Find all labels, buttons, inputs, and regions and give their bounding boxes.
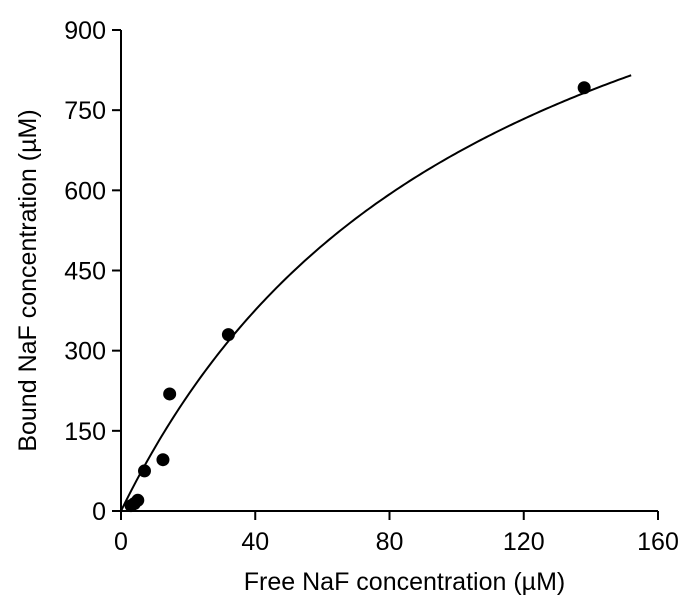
y-tick-label-450: 450 — [64, 258, 106, 286]
y-axis: 0 150 300 450 600 750 900 — [64, 17, 122, 526]
plot-area — [120, 74, 632, 513]
y-tick-label-600: 600 — [64, 177, 106, 205]
x-tick-label-40: 40 — [241, 528, 269, 556]
data-point-5 — [156, 453, 170, 467]
y-tick-label-900: 900 — [64, 17, 106, 45]
y-tick-label-750: 750 — [64, 97, 106, 125]
x-axis: 0 40 80 120 160 — [114, 510, 679, 556]
data-point-6 — [163, 387, 177, 401]
x-tick-label-120: 120 — [503, 528, 545, 556]
data-point-7 — [221, 328, 235, 342]
x-tick-label-80: 80 — [376, 528, 404, 556]
data-point-3 — [131, 493, 145, 507]
y-tick-label-300: 300 — [64, 338, 106, 366]
data-point-4 — [137, 464, 151, 478]
x-tick-label-160: 160 — [637, 528, 679, 556]
y-tick-label-150: 150 — [64, 418, 106, 446]
x-axis-title: Free NaF concentration (µM) — [244, 568, 565, 596]
x-tick-label-0: 0 — [114, 528, 128, 556]
y-tick-label-0: 0 — [92, 498, 106, 526]
data-points — [124, 81, 591, 513]
data-point-8 — [577, 81, 591, 95]
y-axis-title: Bound NaF concentration (µM) — [14, 109, 42, 451]
fit-curve — [120, 74, 632, 512]
